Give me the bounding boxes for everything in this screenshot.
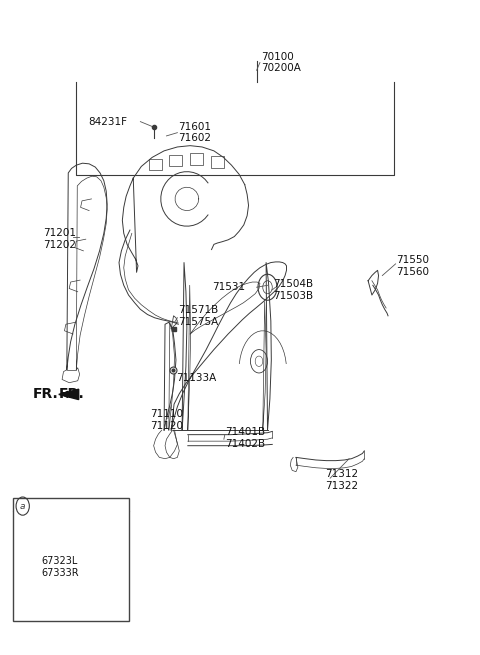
Text: 71201
71202: 71201 71202 bbox=[43, 229, 76, 250]
Text: 71504B
71503B: 71504B 71503B bbox=[273, 279, 313, 301]
Polygon shape bbox=[59, 389, 79, 400]
Bar bbox=[149, 159, 162, 170]
Text: 67323L
67333R: 67323L 67333R bbox=[42, 556, 79, 578]
Text: 71571B
71575A: 71571B 71575A bbox=[179, 305, 218, 327]
Text: FR.: FR. bbox=[59, 387, 84, 402]
Text: 71401B
71402B: 71401B 71402B bbox=[225, 427, 265, 449]
Text: 71110
71120: 71110 71120 bbox=[150, 409, 183, 430]
Text: 70100
70200A: 70100 70200A bbox=[261, 52, 301, 73]
Bar bbox=[190, 153, 204, 165]
Text: 71312
71322: 71312 71322 bbox=[325, 470, 359, 491]
Bar bbox=[169, 155, 182, 166]
Text: 84231F: 84231F bbox=[88, 117, 127, 126]
Text: 71133A: 71133A bbox=[176, 373, 216, 383]
Text: 71601
71602: 71601 71602 bbox=[179, 122, 211, 143]
Text: 71531: 71531 bbox=[212, 282, 245, 292]
Bar bbox=[13, 498, 130, 621]
Text: 71550
71560: 71550 71560 bbox=[396, 255, 430, 276]
Text: FR.: FR. bbox=[33, 387, 59, 402]
Bar bbox=[211, 156, 224, 168]
Text: a: a bbox=[20, 502, 25, 511]
